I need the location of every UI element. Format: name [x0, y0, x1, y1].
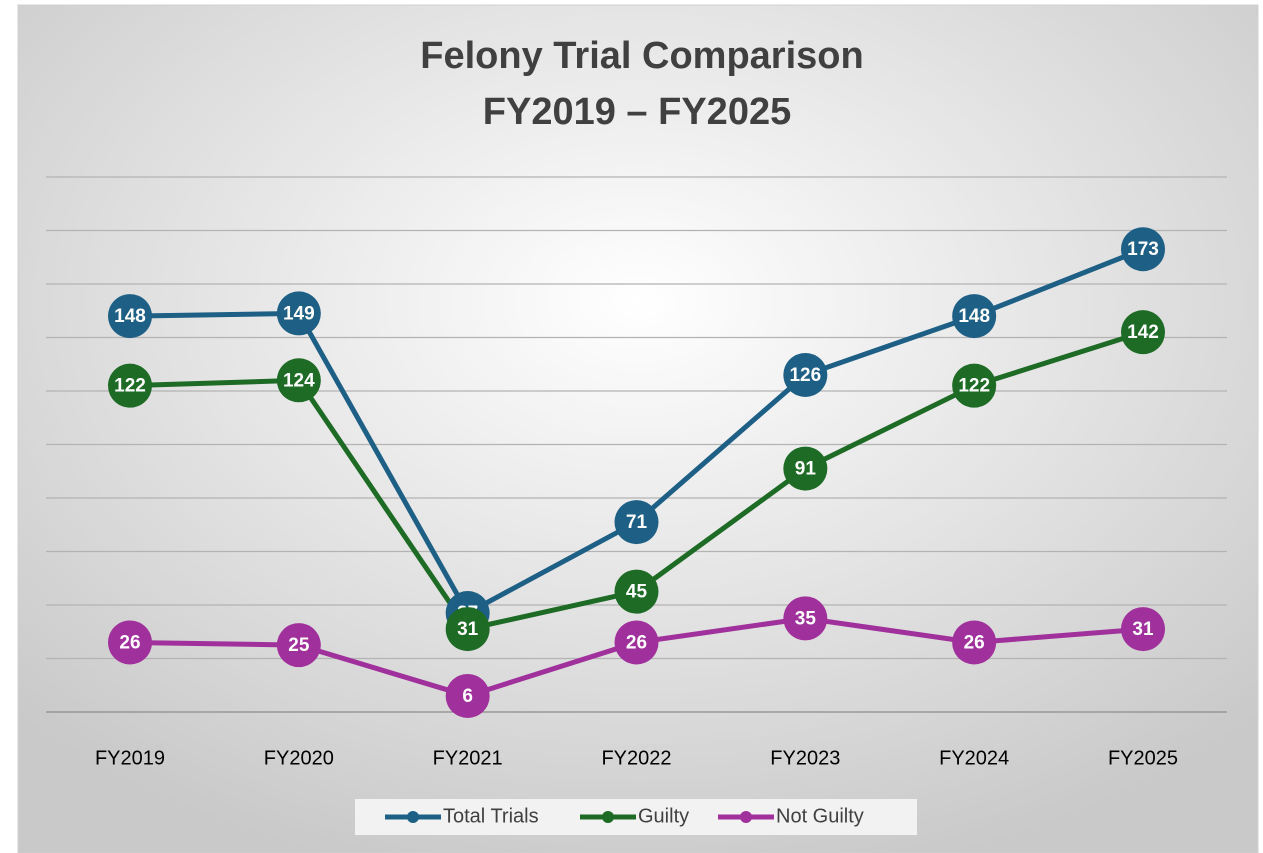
- data-label: 31: [1132, 619, 1154, 640]
- data-point: [1121, 227, 1165, 272]
- data-label: 35: [795, 608, 817, 629]
- data-point: [783, 352, 828, 397]
- legend-marker: [740, 811, 752, 823]
- data-point: [952, 363, 997, 408]
- data-point: [276, 623, 321, 668]
- data-label: 122: [114, 376, 146, 397]
- data-label: 25: [288, 635, 310, 656]
- data-label: 126: [789, 365, 821, 386]
- data-point: [1121, 310, 1165, 355]
- data-label: 71: [626, 512, 648, 533]
- x-tick-label: FY2024: [939, 747, 1009, 769]
- data-point: [1121, 607, 1165, 652]
- data-label: 6: [462, 686, 473, 707]
- legend-marker: [407, 811, 419, 823]
- data-label: 26: [119, 632, 140, 653]
- data-label: 26: [626, 632, 647, 653]
- x-tick-label: FY2019: [95, 747, 165, 769]
- data-label: 149: [283, 303, 315, 324]
- x-tick-label: FY2025: [1108, 747, 1178, 769]
- data-point: [614, 569, 659, 614]
- data-label: 142: [1127, 322, 1159, 343]
- data-label: 124: [283, 370, 315, 391]
- data-label: 122: [958, 376, 990, 397]
- data-point: [108, 363, 152, 408]
- data-point: [614, 620, 659, 665]
- data-point: [614, 500, 659, 545]
- legend-label: Guilty: [638, 805, 689, 827]
- x-tick-label: FY2022: [601, 747, 671, 769]
- chart-title: FY2019 – FY2025: [483, 91, 791, 133]
- data-point: [783, 596, 828, 641]
- x-tick-label: FY2021: [433, 747, 503, 769]
- data-label: 148: [114, 306, 146, 327]
- x-tick-label: FY2020: [264, 747, 334, 769]
- data-label: 31: [457, 619, 479, 640]
- data-point: [445, 607, 490, 652]
- data-label: 91: [795, 459, 817, 480]
- data-point: [952, 620, 997, 665]
- legend-label: Not Guilty: [776, 805, 864, 827]
- legend-marker: [602, 811, 614, 823]
- data-point: [276, 291, 321, 336]
- data-point: [276, 358, 321, 403]
- data-label: 173: [1127, 239, 1159, 260]
- x-tick-label: FY2023: [770, 747, 840, 769]
- data-point: [108, 294, 152, 339]
- data-point: [108, 620, 152, 665]
- chart-title: Felony Trial Comparison: [420, 35, 863, 77]
- data-label: 148: [958, 306, 990, 327]
- legend-label: Total Trials: [443, 805, 539, 827]
- data-label: 45: [626, 582, 648, 603]
- data-point: [952, 294, 997, 339]
- data-label: 26: [964, 632, 985, 653]
- data-point: [783, 446, 828, 491]
- data-point: [445, 673, 490, 718]
